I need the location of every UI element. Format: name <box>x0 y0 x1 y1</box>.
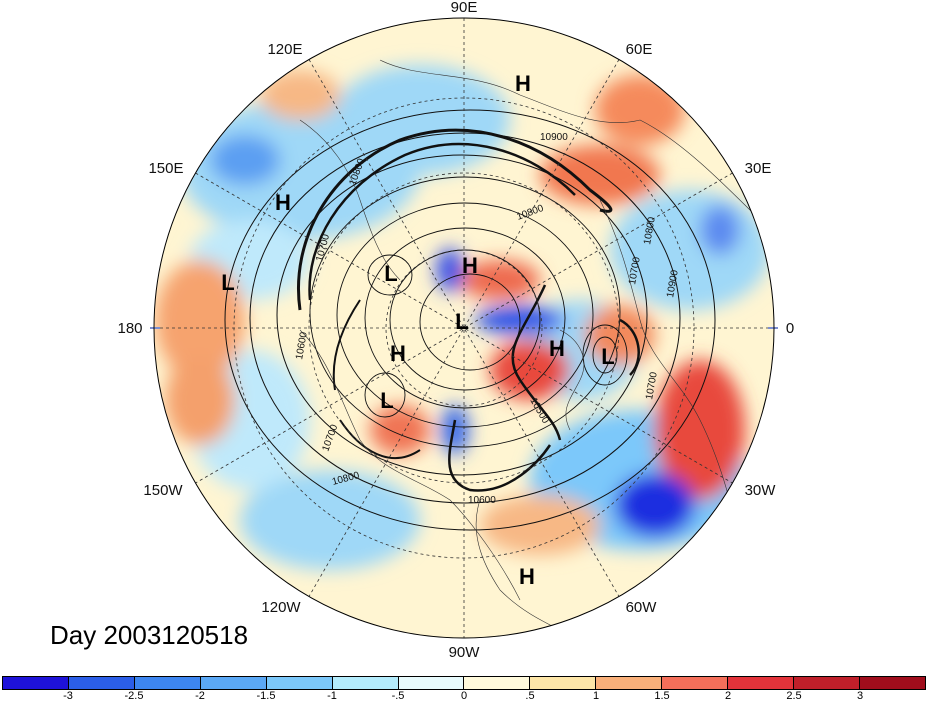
pressure-low-label: L <box>384 261 397 286</box>
lon-label-90w: 90W <box>449 644 481 661</box>
map-boundary <box>153 17 775 639</box>
colorbar-tick-label: -2 <box>195 690 205 702</box>
lon-label-180: 180 <box>117 320 142 337</box>
contour-label: 10700 <box>644 371 660 401</box>
lon-label-120w: 120W <box>261 599 301 616</box>
colorbar-segment <box>794 677 860 689</box>
pressure-high-label: H <box>519 564 535 589</box>
lon-label-150w: 150W <box>143 482 183 499</box>
colorbar-tick-label: -1.5 <box>256 690 276 702</box>
lon-label-30w: 30W <box>745 482 777 499</box>
coastlines <box>299 59 761 631</box>
contour-label: 10900 <box>540 132 568 143</box>
colorbar-segment <box>200 677 267 689</box>
contour-label: 10900 <box>665 269 681 299</box>
colorbar <box>2 676 926 690</box>
colorbar-tick-label: 2 <box>724 690 732 702</box>
lon-label-120e: 120E <box>267 41 302 58</box>
colorbar-segment <box>3 677 69 689</box>
colorbar-segment <box>728 677 795 689</box>
lon-label-60w: 60W <box>626 599 658 616</box>
contour-label: 10600 <box>468 495 496 506</box>
colorbar-tick-label: 1 <box>592 690 600 702</box>
colorbar-segment <box>662 677 729 689</box>
colorbar-segment <box>530 677 597 689</box>
map-title: Day 2003120518 <box>50 620 249 650</box>
colorbar-tick-label: -3 <box>63 690 73 702</box>
pressure-high-label: H <box>390 341 406 366</box>
pressure-high-label: H <box>515 71 531 96</box>
colorbar-tick-label: .5 <box>525 690 535 702</box>
colorbar-segment <box>398 677 465 689</box>
colorbar-tick-label: 0 <box>460 690 468 702</box>
colorbar-segment <box>596 677 663 689</box>
contour-label: 10700 <box>627 256 643 286</box>
colorbar-segment <box>134 677 201 689</box>
colorbar-segment <box>68 677 135 689</box>
colorbar-tick-label: -1 <box>327 690 337 702</box>
lon-label-0: 0 <box>786 320 794 337</box>
colorbar-tick-label: -.5 <box>391 690 405 702</box>
colorbar-segment <box>266 677 333 689</box>
pressure-high-label: H <box>462 253 478 278</box>
colorbar-tick-label: 2.5 <box>786 690 802 702</box>
contour-label: 10800 <box>642 216 658 246</box>
pressure-low-label: L <box>601 344 614 369</box>
colorbar-tick-labels: -3 -2.5 -2 -1.5 -1 -.5 0 .5 1 1.5 2 2.5 3 <box>0 690 928 702</box>
colorbar-tick-label: 3 <box>856 690 864 702</box>
lon-label-60e: 60E <box>626 41 653 58</box>
lon-label-150e: 150E <box>148 160 183 177</box>
colorbar-tick-label: -2.5 <box>124 690 144 702</box>
graticule <box>154 18 774 638</box>
contour-label: 10600 <box>294 331 310 361</box>
height-contours <box>224 109 716 531</box>
pressure-low-label: L <box>455 309 468 334</box>
lon-label-30e: 30E <box>745 160 772 177</box>
colorbar-segment <box>464 677 531 689</box>
pressure-high-label: H <box>549 336 565 361</box>
colorbar-segment <box>859 677 925 689</box>
colorbar-tick-label: 1.5 <box>654 690 670 702</box>
pressure-low-label: L <box>380 388 393 413</box>
pressure-high-label: H <box>275 190 291 215</box>
lon-label-90e: 90E <box>451 0 478 16</box>
pressure-low-label: L <box>221 270 234 295</box>
colorbar-segment <box>332 677 399 689</box>
